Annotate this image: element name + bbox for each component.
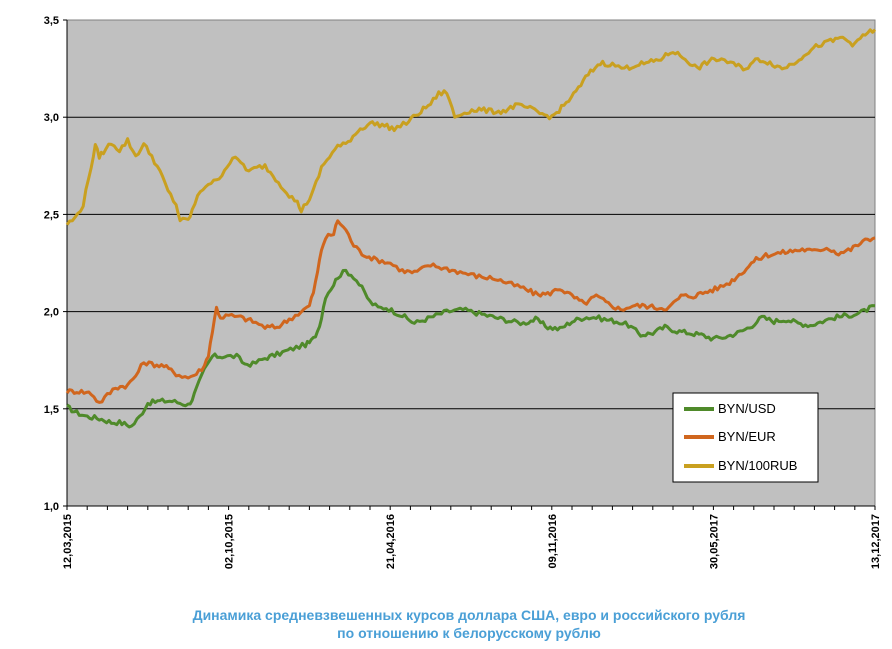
series-line-2 (65, 28, 877, 226)
legend: BYN/USD BYN/EUR BYN/100RUB (672, 392, 819, 483)
chart-title-line-2: по отношению к белорусскому рублю (337, 625, 601, 641)
y-tick-label: 3,5 (44, 15, 59, 27)
y-tick-label: 3,0 (44, 112, 59, 124)
y-tick-label: 2,0 (44, 307, 59, 319)
x-tick-label: 09,11,2016 (547, 514, 559, 568)
chart-title-line-1: Динамика средневзвешенных курсов доллара… (192, 607, 746, 623)
x-tick-label: 21,04,2016 (385, 514, 397, 569)
series-line-1 (65, 219, 876, 404)
y-tick-label: 1,5 (44, 404, 59, 416)
y-tick-labels: 1,0 1,5 2,0 2,5 3,0 3,5 (44, 15, 67, 513)
series-line-0 (66, 268, 876, 429)
x-tick-label: 12,03,2015 (62, 514, 74, 569)
legend-label-usd: BYN/USD (718, 401, 776, 416)
y-tick-label: 1,0 (44, 501, 59, 513)
y-tick-label: 2,5 (44, 209, 59, 221)
series-lines (65, 28, 877, 429)
x-tick-label: 13,12,2017 (870, 514, 882, 569)
legend-label-rub: BYN/100RUB (718, 458, 797, 473)
x-tick-label: 30,05,2017 (708, 514, 720, 569)
legend-label-eur: BYN/EUR (718, 429, 776, 444)
x-tick-labels: 12,03,2015 02,10,2015 21,04,2016 09,11,2016… (62, 506, 882, 569)
x-tick-label: 02,10,2015 (224, 514, 236, 569)
